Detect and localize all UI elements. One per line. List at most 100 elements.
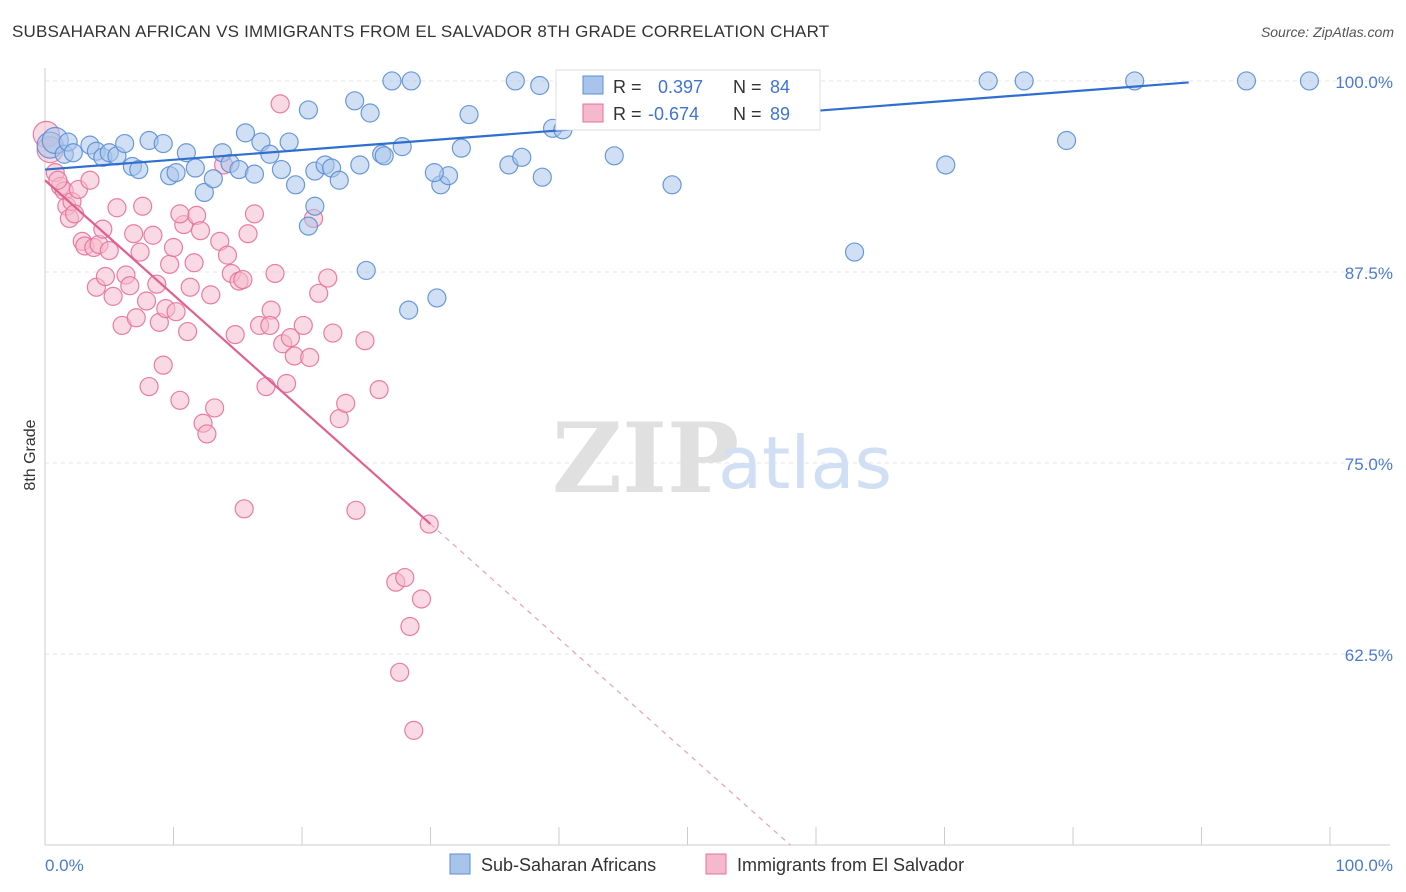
point-pink [153, 355, 173, 375]
point-pink [355, 331, 375, 351]
legend-n-value-2: 89 [770, 104, 790, 124]
point-blue [279, 132, 299, 152]
point-pink [178, 321, 198, 342]
point-pink [280, 328, 301, 348]
point-blue [115, 133, 135, 154]
legend-swatch-pink [582, 103, 604, 123]
trend-line-pink-extension [430, 523, 791, 846]
axes [44, 68, 1390, 846]
legend-r-value-1: 0.397 [658, 77, 703, 97]
point-pink [276, 373, 297, 394]
point-blue [203, 169, 223, 189]
y-tick-label: 75.0% [1345, 455, 1393, 474]
point-blue [356, 260, 376, 281]
point-blue [374, 146, 394, 166]
legend-n-value-1: 84 [770, 77, 790, 97]
y-axis-label: 8th Grade [22, 419, 39, 490]
x-tick-labels: 0.0% 100.0% [45, 856, 1393, 875]
legend-r-label-2: R = [613, 104, 642, 124]
point-pink [107, 198, 127, 218]
point-pink [293, 315, 313, 336]
point-pink [48, 170, 68, 190]
point-blue [662, 175, 682, 195]
point-blue [285, 175, 306, 195]
point-blue [844, 242, 865, 262]
point-blue [1236, 71, 1257, 91]
point-blue [1299, 71, 1320, 91]
point-blue [512, 147, 532, 167]
point-blue [392, 137, 412, 157]
point-pink [124, 224, 144, 244]
point-pink [346, 500, 366, 520]
watermark-atlas: atlas [718, 421, 892, 505]
point-pink [190, 221, 211, 241]
point-pink [390, 662, 410, 682]
point-pink [217, 245, 238, 265]
point-pink [170, 390, 190, 410]
source-label: Source: ZipAtlas.com [1260, 24, 1394, 40]
legend-n-label-1: N = [733, 77, 762, 97]
x-tick-label: 100.0% [1335, 856, 1393, 875]
legend-n-label-2: N = [733, 104, 762, 124]
point-blue [604, 146, 624, 166]
point-pink [323, 323, 343, 343]
point-pink [260, 315, 280, 336]
point-blue [235, 123, 256, 143]
point-pink [95, 266, 115, 287]
point-pink [166, 302, 186, 322]
point-blue [345, 91, 365, 111]
point-pink [225, 324, 245, 345]
y-tick-label: 62.5% [1345, 646, 1393, 665]
x-tick-label: 0.0% [45, 856, 84, 875]
point-pink [400, 616, 420, 637]
watermark: ZIP atlas [552, 402, 892, 515]
point-blue [1014, 71, 1034, 91]
point-pink [130, 242, 150, 262]
point-pink [318, 268, 338, 288]
y-tick-labels: 100.0% 87.5% 75.0% 62.5% [1335, 73, 1393, 665]
point-pink [300, 347, 320, 368]
bottom-legend: Sub-Saharan Africans Immigrants from El … [449, 853, 964, 875]
point-blue [298, 100, 319, 120]
point-pink [170, 204, 190, 224]
point-pink [120, 276, 140, 296]
point-pink [244, 204, 265, 224]
bottom-legend-swatch-pink [705, 853, 727, 875]
point-blue [427, 288, 447, 308]
legend-box: R = 0.397 N = 84 R = -0.674 N = 89 [555, 69, 821, 131]
point-blue [350, 155, 370, 175]
point-pink [139, 376, 159, 397]
y-tick-label: 100.0% [1335, 73, 1393, 92]
point-pink [234, 499, 254, 519]
point-blue [399, 300, 419, 320]
point-pink [160, 254, 180, 274]
point-pink [133, 196, 153, 216]
point-pink [143, 225, 163, 245]
point-blue [305, 196, 325, 216]
series-immigrants-el-salvador [32, 94, 439, 740]
point-pink [136, 291, 157, 311]
point-blue [329, 170, 349, 190]
point-pink [336, 393, 356, 413]
series-sub-saharan-africans [36, 71, 1320, 320]
point-pink [205, 398, 225, 418]
point-pink [163, 237, 184, 258]
point-pink [369, 380, 389, 400]
point-pink [99, 240, 119, 261]
point-blue [532, 167, 552, 187]
point-pink [126, 308, 146, 328]
trend-line-pink [44, 179, 432, 525]
point-blue [129, 159, 149, 180]
point-pink [256, 376, 276, 397]
point-blue [153, 133, 173, 154]
point-blue [298, 216, 319, 236]
point-pink [265, 263, 285, 284]
point-pink [147, 274, 167, 294]
point-blue [360, 103, 380, 123]
point-blue [459, 104, 479, 125]
legend-r-value-2: -0.674 [648, 104, 699, 124]
point-pink [270, 94, 290, 114]
bottom-legend-label-blue: Sub-Saharan Africans [481, 855, 656, 875]
legend-swatch-blue [582, 75, 604, 95]
point-blue [271, 159, 292, 180]
